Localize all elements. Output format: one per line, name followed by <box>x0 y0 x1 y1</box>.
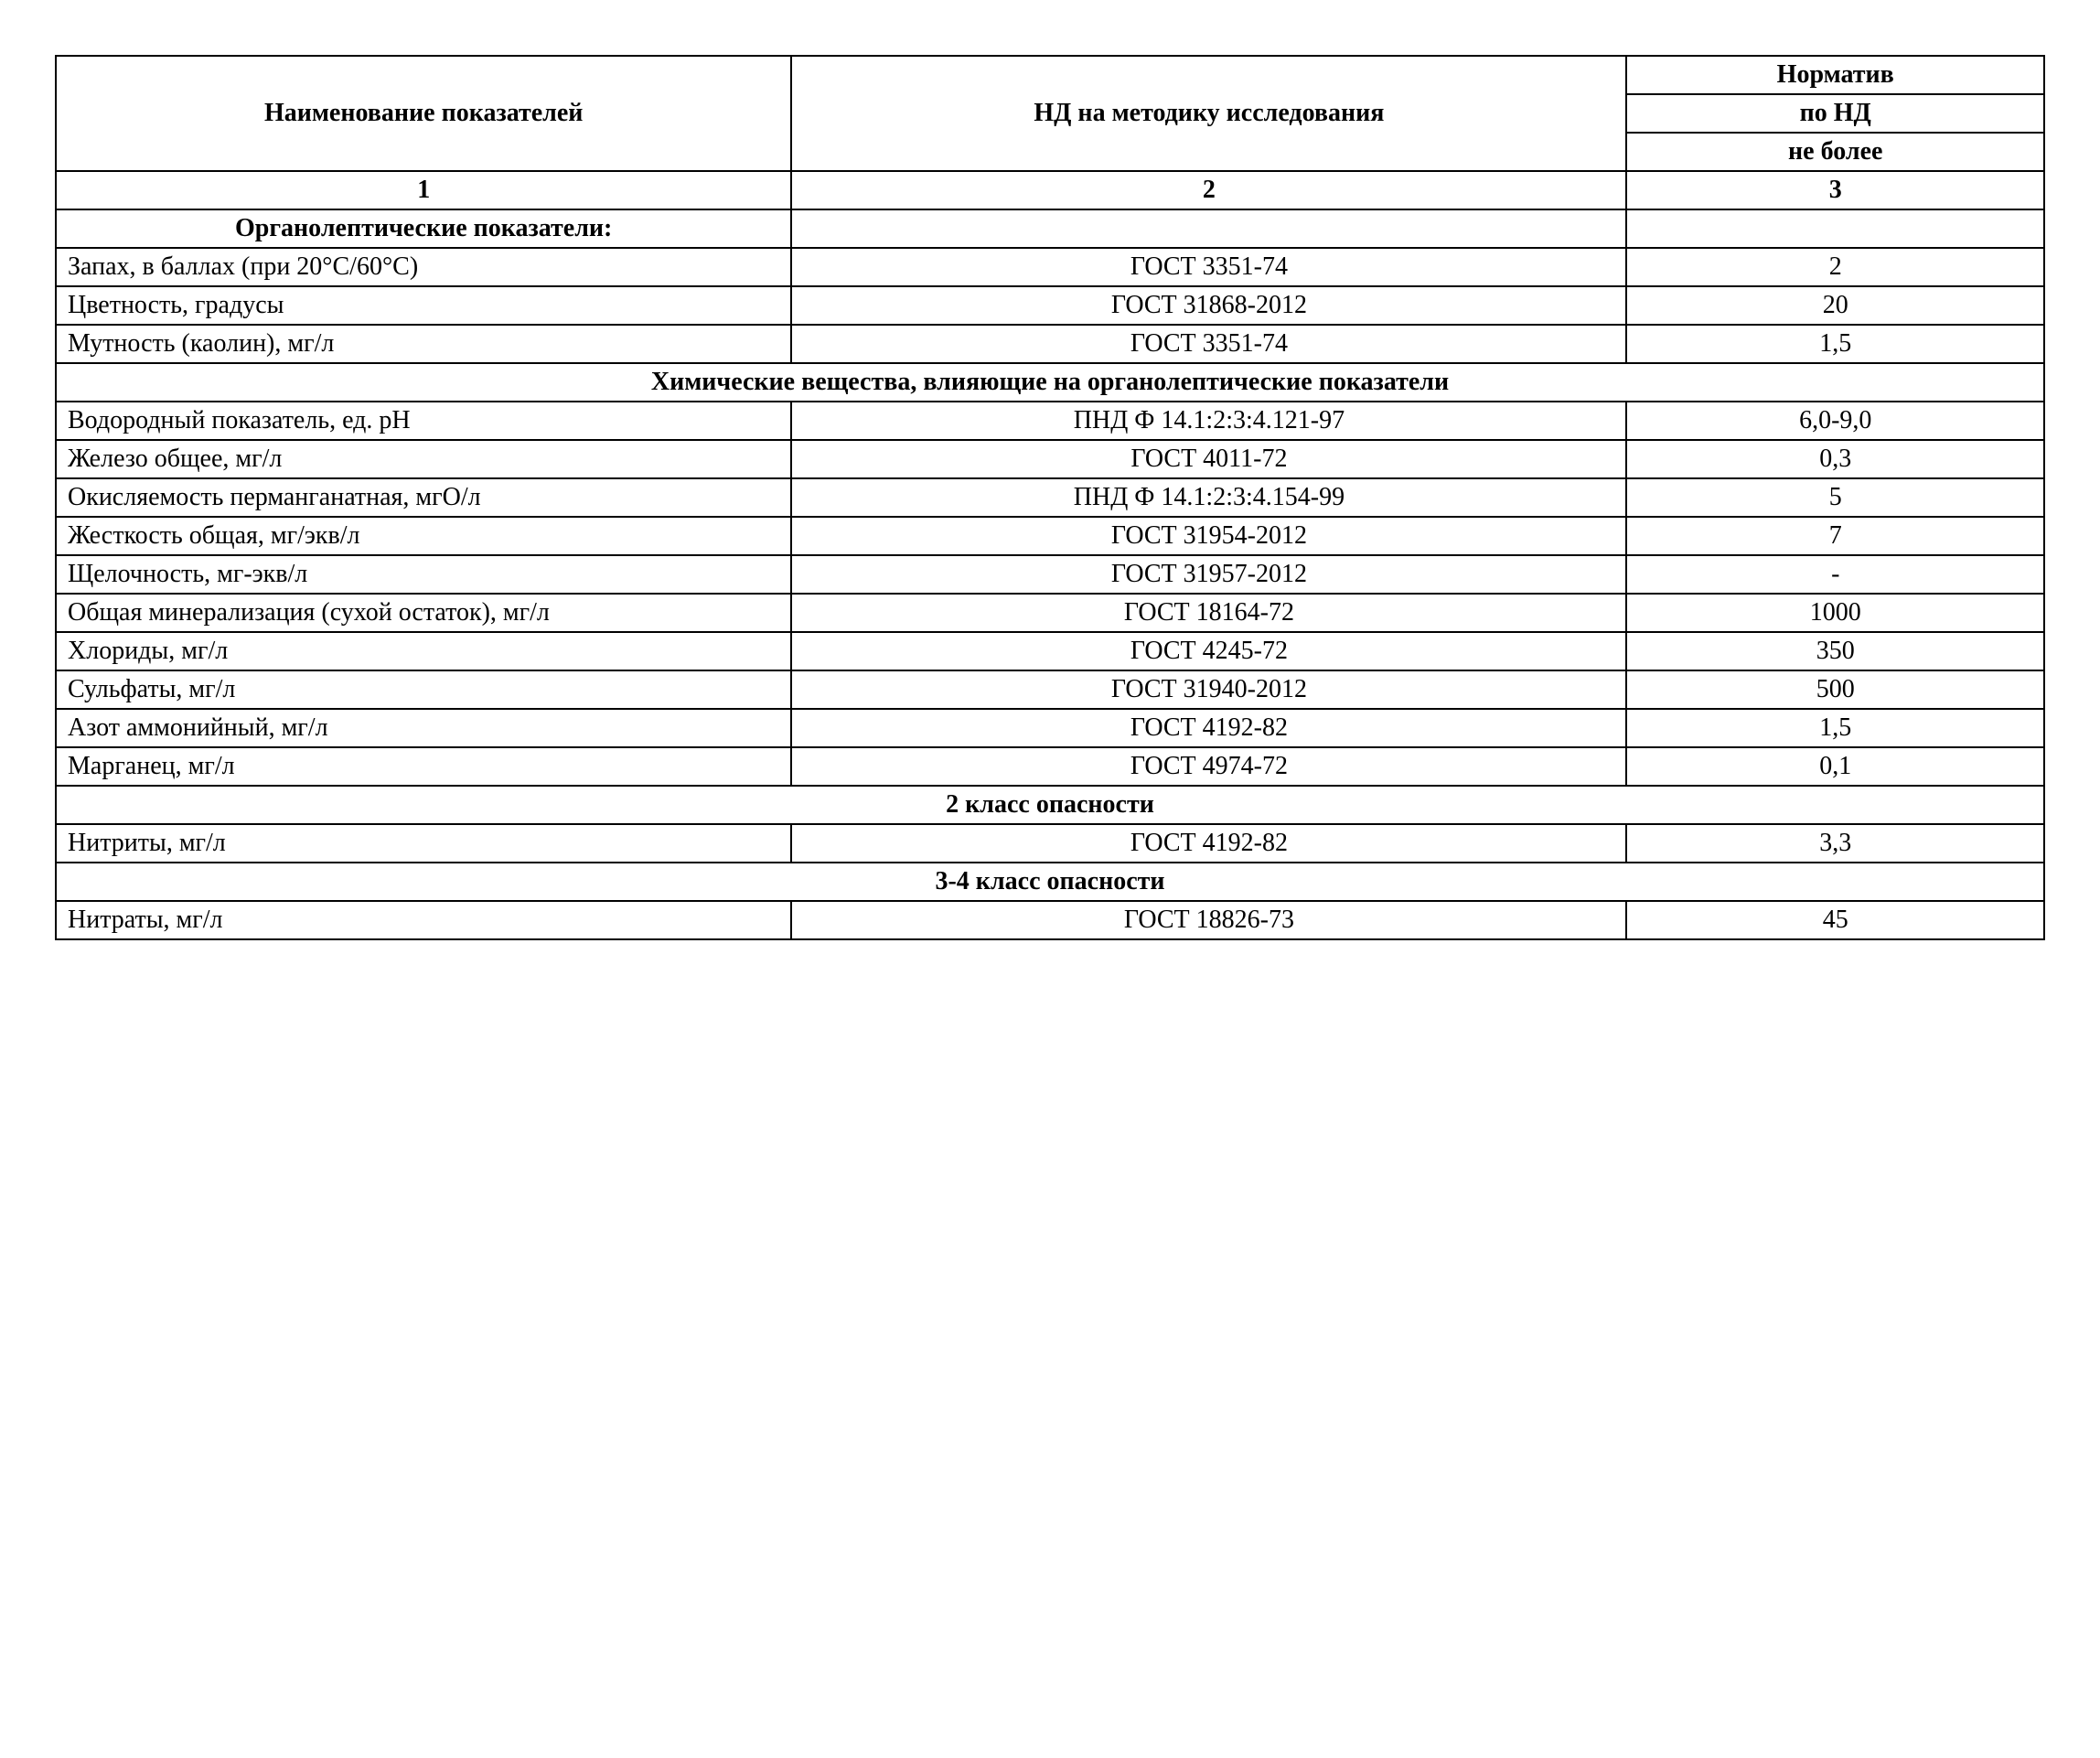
header-col3-l2: по НД <box>1626 94 2044 133</box>
param-norm: - <box>1626 555 2044 594</box>
table-row: Водородный показатель, ед. рН ПНД Ф 14.1… <box>56 402 2044 440</box>
param-norm: 1,5 <box>1626 325 2044 363</box>
section2-title: Химические вещества, влияющие на органол… <box>56 363 2044 402</box>
header-col3-l3: не более <box>1626 133 2044 171</box>
param-norm: 20 <box>1626 286 2044 325</box>
table-row: Нитраты, мг/л ГОСТ 18826-73 45 <box>56 901 2044 939</box>
table-row: Хлориды, мг/л ГОСТ 4245-72 350 <box>56 632 2044 670</box>
param-method: ГОСТ 4192-82 <box>791 709 1626 747</box>
param-method: ПНД Ф 14.1:2:3:4.154-99 <box>791 478 1626 517</box>
table-row: Азот аммонийный, мг/л ГОСТ 4192-82 1,5 <box>56 709 2044 747</box>
param-name: Железо общее, мг/л <box>56 440 791 478</box>
param-name: Жесткость общая, мг/экв/л <box>56 517 791 555</box>
section4-title: 3-4 класс опасности <box>56 863 2044 901</box>
param-method: ГОСТ 4011-72 <box>791 440 1626 478</box>
table-row: Общая минерализация (сухой остаток), мг/… <box>56 594 2044 632</box>
header-col3-l1: Норматив <box>1626 56 2044 94</box>
section1-title: Органолептические показатели: <box>56 209 791 248</box>
param-norm: 0,3 <box>1626 440 2044 478</box>
table-row: Окисляемость перманганатная, мгО/л ПНД Ф… <box>56 478 2044 517</box>
param-method: ГОСТ 3351-74 <box>791 248 1626 286</box>
param-name: Нитраты, мг/л <box>56 901 791 939</box>
param-norm: 7 <box>1626 517 2044 555</box>
param-method: ГОСТ 31957-2012 <box>791 555 1626 594</box>
param-norm: 6,0-9,0 <box>1626 402 2044 440</box>
section3-title: 2 класс опасности <box>56 786 2044 824</box>
param-norm: 1000 <box>1626 594 2044 632</box>
param-norm: 3,3 <box>1626 824 2044 863</box>
colnum-3: 3 <box>1626 171 2044 209</box>
section1-header-row: Органолептические показатели: <box>56 209 2044 248</box>
colnum-2: 2 <box>791 171 1626 209</box>
section4-header-row: 3-4 класс опасности <box>56 863 2044 901</box>
param-method: ГОСТ 18164-72 <box>791 594 1626 632</box>
param-norm: 2 <box>1626 248 2044 286</box>
param-method: ПНД Ф 14.1:2:3:4.121-97 <box>791 402 1626 440</box>
param-name: Щелочность, мг-экв/л <box>56 555 791 594</box>
header-col1: Наименование показателей <box>56 56 791 171</box>
param-norm: 45 <box>1626 901 2044 939</box>
param-name: Цветность, градусы <box>56 286 791 325</box>
table-row: Цветность, градусы ГОСТ 31868-2012 20 <box>56 286 2044 325</box>
param-method: ГОСТ 31940-2012 <box>791 670 1626 709</box>
table-row: Щелочность, мг-экв/л ГОСТ 31957-2012 - <box>56 555 2044 594</box>
table-row: Марганец, мг/л ГОСТ 4974-72 0,1 <box>56 747 2044 786</box>
table-row: Запах, в баллах (при 20°С/60°С) ГОСТ 335… <box>56 248 2044 286</box>
header-row-1: Наименование показателей НД на методику … <box>56 56 2044 94</box>
param-norm: 350 <box>1626 632 2044 670</box>
param-name: Хлориды, мг/л <box>56 632 791 670</box>
param-method: ГОСТ 4974-72 <box>791 747 1626 786</box>
param-norm: 5 <box>1626 478 2044 517</box>
section2-header-row: Химические вещества, влияющие на органол… <box>56 363 2044 402</box>
param-norm: 500 <box>1626 670 2044 709</box>
colnum-row: 1 2 3 <box>56 171 2044 209</box>
param-method: ГОСТ 31868-2012 <box>791 286 1626 325</box>
param-method: ГОСТ 31954-2012 <box>791 517 1626 555</box>
table-row: Мутность (каолин), мг/л ГОСТ 3351-74 1,5 <box>56 325 2044 363</box>
table-row: Сульфаты, мг/л ГОСТ 31940-2012 500 <box>56 670 2044 709</box>
table-row: Жесткость общая, мг/экв/л ГОСТ 31954-201… <box>56 517 2044 555</box>
param-method: ГОСТ 3351-74 <box>791 325 1626 363</box>
param-name: Мутность (каолин), мг/л <box>56 325 791 363</box>
section1-empty-3 <box>1626 209 2044 248</box>
parameters-table: Наименование показателей НД на методику … <box>55 55 2045 940</box>
param-name: Общая минерализация (сухой остаток), мг/… <box>56 594 791 632</box>
param-name: Водородный показатель, ед. рН <box>56 402 791 440</box>
param-name: Сульфаты, мг/л <box>56 670 791 709</box>
param-name: Окисляемость перманганатная, мгО/л <box>56 478 791 517</box>
param-name: Марганец, мг/л <box>56 747 791 786</box>
section3-header-row: 2 класс опасности <box>56 786 2044 824</box>
table-row: Железо общее, мг/л ГОСТ 4011-72 0,3 <box>56 440 2044 478</box>
param-name: Азот аммонийный, мг/л <box>56 709 791 747</box>
param-name: Нитриты, мг/л <box>56 824 791 863</box>
header-col2: НД на методику исследования <box>791 56 1626 171</box>
param-name: Запах, в баллах (при 20°С/60°С) <box>56 248 791 286</box>
colnum-1: 1 <box>56 171 791 209</box>
table-row: Нитриты, мг/л ГОСТ 4192-82 3,3 <box>56 824 2044 863</box>
param-method: ГОСТ 4192-82 <box>791 824 1626 863</box>
param-norm: 1,5 <box>1626 709 2044 747</box>
param-method: ГОСТ 18826-73 <box>791 901 1626 939</box>
param-method: ГОСТ 4245-72 <box>791 632 1626 670</box>
param-norm: 0,1 <box>1626 747 2044 786</box>
section1-empty-2 <box>791 209 1626 248</box>
